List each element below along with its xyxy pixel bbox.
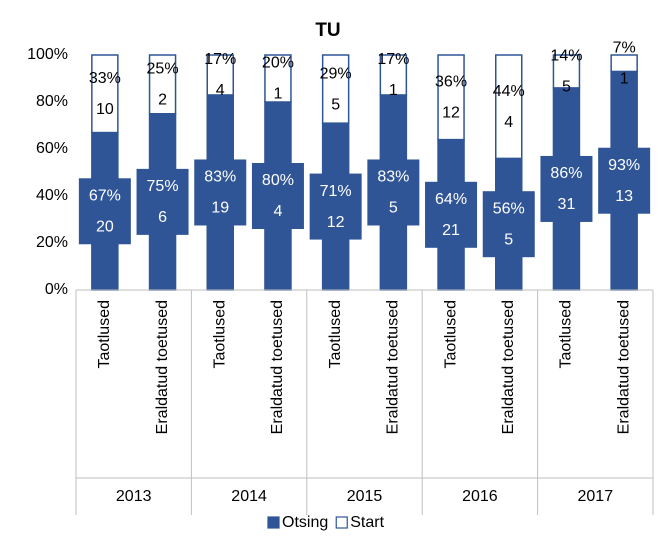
data-label-count: 5 bbox=[562, 79, 571, 96]
data-label: 44% bbox=[493, 83, 525, 100]
data-label-box bbox=[309, 173, 362, 240]
y-tick-label: 40% bbox=[36, 187, 68, 204]
data-label-count: 5 bbox=[331, 96, 340, 113]
data-label: 80% bbox=[262, 172, 294, 189]
data-label: 7% bbox=[613, 39, 636, 56]
bar-segment bbox=[437, 54, 465, 141]
x-tick-label: Taotlused bbox=[442, 300, 459, 369]
x-tick-label: Eraldatud toetused bbox=[500, 300, 517, 434]
data-label-box bbox=[425, 181, 478, 248]
data-label-box bbox=[194, 159, 247, 226]
data-label-count: 21 bbox=[442, 222, 460, 239]
group-label: 2013 bbox=[116, 488, 152, 505]
data-label-box bbox=[78, 178, 131, 245]
y-tick-label: 0% bbox=[45, 281, 68, 298]
legend-swatch bbox=[335, 516, 348, 529]
bar-segment bbox=[148, 54, 177, 115]
x-tick-label: Eraldatud toetused bbox=[385, 300, 402, 434]
data-label-box bbox=[540, 155, 593, 222]
data-label: 33% bbox=[89, 70, 121, 87]
x-tick-label: Eraldatud toetused bbox=[154, 300, 171, 434]
data-label: 93% bbox=[608, 157, 640, 174]
legend-label: Otsing bbox=[282, 514, 328, 531]
data-label: 36% bbox=[435, 74, 467, 91]
data-label-count: 1 bbox=[389, 82, 398, 99]
data-label-box bbox=[251, 163, 304, 229]
data-label: 83% bbox=[204, 169, 236, 186]
x-tick-label: Taotlused bbox=[327, 300, 344, 369]
x-tick-label: Eraldatud toetused bbox=[269, 300, 286, 434]
chart-title: TU bbox=[315, 20, 340, 41]
data-label: 17% bbox=[204, 51, 236, 68]
data-label-count: 31 bbox=[558, 196, 576, 213]
y-tick-label: 20% bbox=[36, 234, 68, 251]
data-label-count: 5 bbox=[504, 231, 513, 248]
data-label-count: 13 bbox=[615, 188, 633, 205]
bar-segment bbox=[379, 54, 408, 96]
data-label: 17% bbox=[377, 51, 409, 68]
data-label-count: 4 bbox=[504, 114, 513, 131]
group-label: 2016 bbox=[462, 488, 498, 505]
x-tick-label: Taotlused bbox=[96, 300, 113, 369]
x-tick-label: Taotlused bbox=[558, 300, 575, 369]
y-tick-label: 100% bbox=[27, 46, 68, 63]
legend-label: Start bbox=[350, 514, 384, 531]
bar-segment bbox=[206, 54, 234, 96]
data-label-count: 4 bbox=[273, 203, 282, 220]
data-label-box bbox=[598, 147, 651, 214]
y-tick-label: 80% bbox=[36, 93, 68, 110]
bar-segment bbox=[264, 54, 292, 103]
data-label: 86% bbox=[550, 165, 582, 182]
data-label-count: 6 bbox=[158, 209, 167, 226]
data-label: 83% bbox=[377, 169, 409, 186]
data-label-count: 5 bbox=[389, 200, 398, 217]
data-label: 20% bbox=[262, 55, 294, 72]
data-label: 75% bbox=[147, 178, 179, 195]
data-label-count: 12 bbox=[327, 214, 345, 231]
data-label-count: 19 bbox=[211, 200, 229, 217]
bar-segment bbox=[552, 54, 581, 89]
bar-segment bbox=[610, 54, 638, 73]
data-label-box bbox=[367, 159, 420, 226]
data-label-count: 1 bbox=[620, 70, 629, 87]
data-label-count: 20 bbox=[96, 218, 114, 235]
data-label-count: 1 bbox=[273, 86, 282, 103]
group-label: 2014 bbox=[231, 488, 267, 505]
data-label: 56% bbox=[493, 200, 525, 217]
data-label: 64% bbox=[435, 191, 467, 208]
data-label: 67% bbox=[89, 187, 121, 204]
data-label-count: 12 bbox=[442, 105, 460, 122]
group-label: 2015 bbox=[347, 488, 383, 505]
y-tick-label: 60% bbox=[36, 140, 68, 157]
bar-segment bbox=[495, 54, 523, 160]
data-label: 25% bbox=[147, 61, 179, 78]
group-label: 2017 bbox=[578, 488, 614, 505]
bar-segment bbox=[321, 54, 350, 124]
x-tick-label: Eraldatud toetused bbox=[615, 300, 632, 434]
data-label-box bbox=[482, 191, 535, 258]
bar-segment bbox=[91, 54, 119, 134]
legend-swatch bbox=[267, 516, 280, 529]
x-tick-label: Taotlused bbox=[211, 300, 228, 369]
data-label-box bbox=[136, 168, 189, 235]
data-label: 29% bbox=[320, 65, 352, 82]
data-label-count: 2 bbox=[158, 92, 167, 109]
data-label: 71% bbox=[320, 183, 352, 200]
data-label: 14% bbox=[550, 48, 582, 65]
data-label-count: 10 bbox=[96, 101, 114, 118]
data-label-count: 4 bbox=[216, 82, 225, 99]
